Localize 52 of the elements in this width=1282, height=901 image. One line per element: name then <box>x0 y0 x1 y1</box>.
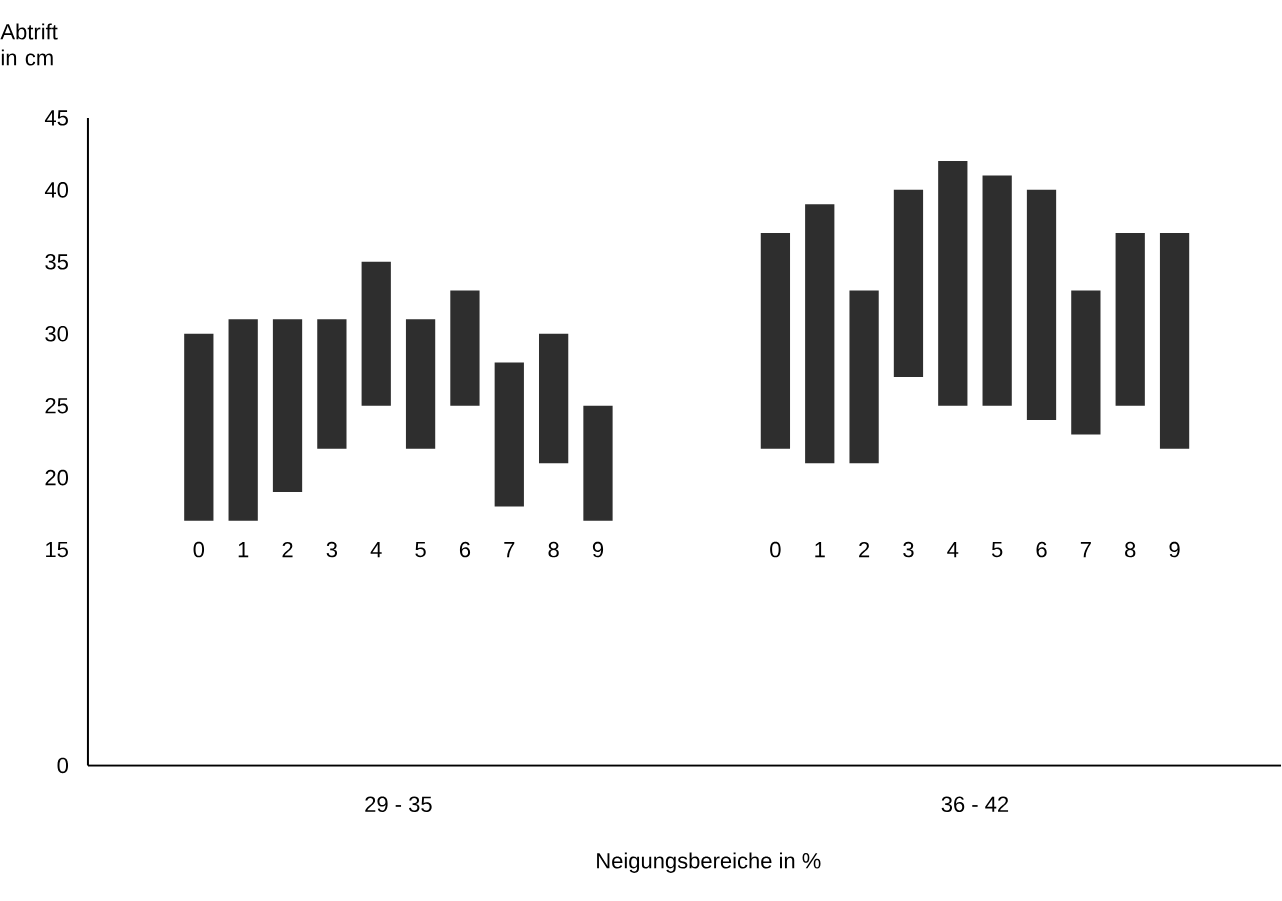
y-tick-label: 25 <box>45 397 68 414</box>
bar <box>361 261 391 406</box>
bar <box>982 175 1012 406</box>
x-tick-label: 1 <box>815 541 825 557</box>
x-axis-title: Neigungsbereiche in % <box>597 852 821 873</box>
x-tick-label: 1 <box>238 541 249 557</box>
bar <box>539 333 569 464</box>
bar <box>1115 232 1145 406</box>
x-tick-label: 8 <box>1125 541 1136 558</box>
x-tick-label: 9 <box>1169 541 1180 558</box>
x-tick-label: 0 <box>770 541 781 558</box>
x-tick-label: 5 <box>991 541 1003 558</box>
bar <box>1159 232 1190 449</box>
bar <box>583 405 613 521</box>
x-tick-label: 2 <box>859 541 870 558</box>
bar <box>849 290 879 464</box>
bar <box>1071 290 1101 435</box>
bar <box>805 204 835 464</box>
x-tick-label: 5 <box>415 541 426 558</box>
x-tick-label: 4 <box>370 541 382 557</box>
y-tick-label: 0 <box>57 757 69 774</box>
y-axis-title: Abtrift in cm <box>0 23 58 66</box>
x-tick-label: 6 <box>459 541 471 558</box>
x-tick-label: 4 <box>947 541 959 557</box>
y-tick-label: 45 <box>44 110 68 126</box>
x-tick-label: 7 <box>504 541 515 557</box>
bar <box>893 189 924 377</box>
bar <box>228 319 258 521</box>
y-tick-label: 30 <box>45 325 69 342</box>
bar <box>405 319 436 449</box>
bar <box>317 319 347 449</box>
bar <box>184 333 214 521</box>
x-tick-label: 2 <box>282 541 293 558</box>
text: 29 - 35 <box>365 796 432 812</box>
x-tick-label: 8 <box>548 541 559 558</box>
x-tick-label: 3 <box>903 541 914 558</box>
y-tick-label: 20 <box>45 469 69 486</box>
x-tick-label: 3 <box>326 541 338 558</box>
y-tick-label: 40 <box>44 181 69 198</box>
bar <box>272 319 303 492</box>
x-tick-label: 7 <box>1080 541 1091 557</box>
y-tick-label: 15 <box>46 541 68 558</box>
x-tick-label: 9 <box>592 541 604 558</box>
bar <box>494 362 524 507</box>
x-tick-label: 0 <box>193 541 205 558</box>
x-tick-label: 6 <box>1036 541 1047 558</box>
bar <box>938 160 968 406</box>
y-tick-label: 35 <box>45 253 68 270</box>
bar <box>760 232 791 449</box>
text: 36 - 42 <box>941 796 1009 812</box>
bar <box>450 290 480 406</box>
bar <box>1026 189 1057 420</box>
